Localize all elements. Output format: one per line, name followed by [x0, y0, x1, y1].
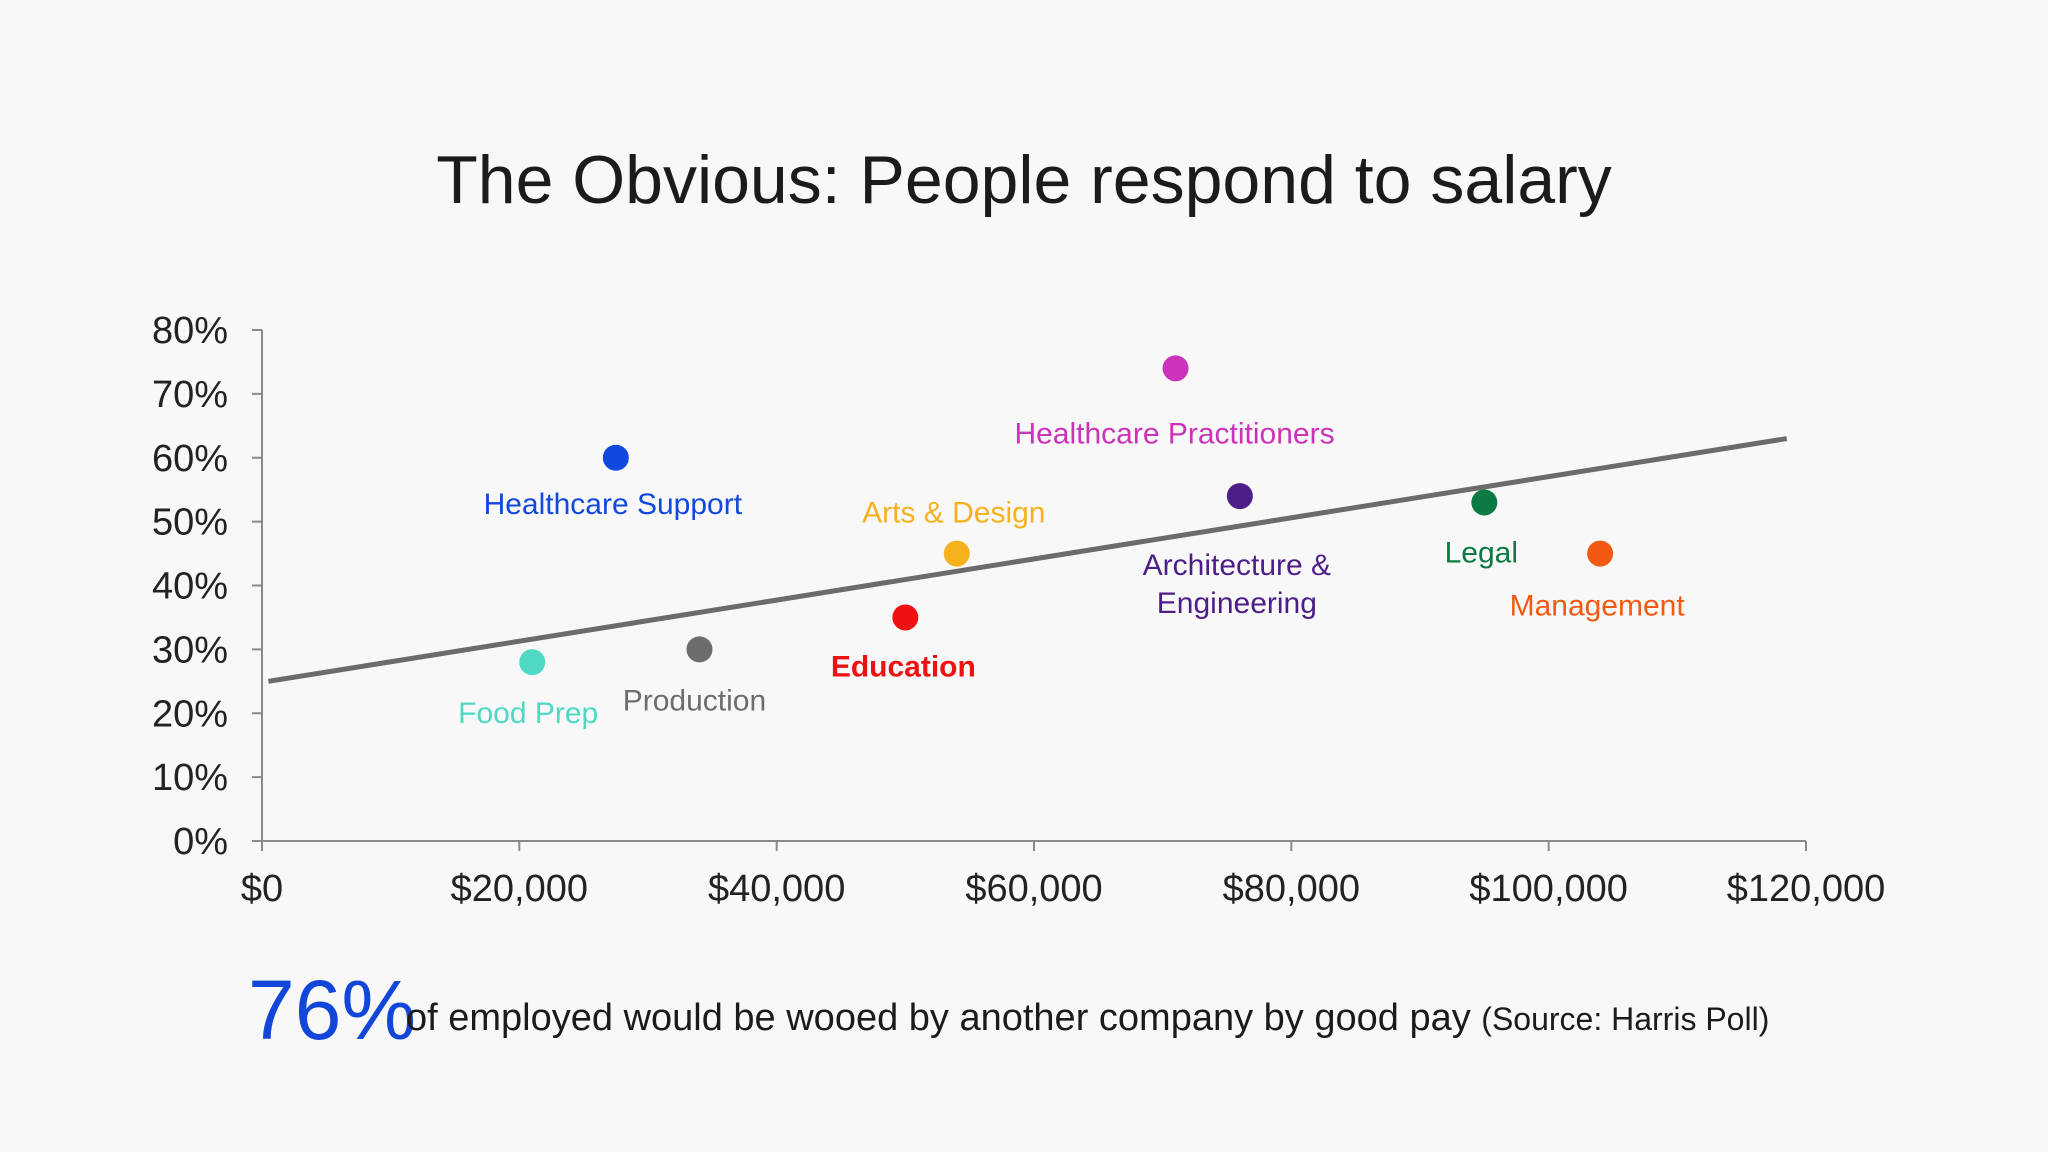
point-label: Legal [1445, 536, 1518, 569]
x-tick-label: $80,000 [1223, 868, 1360, 910]
footer-description: of employed would be wooed by another co… [406, 997, 1471, 1039]
x-tick-label: $100,000 [1469, 868, 1628, 910]
y-tick-label: 20% [152, 693, 228, 735]
data-point [1162, 355, 1189, 382]
data-point [943, 540, 970, 567]
x-tick-label: $60,000 [965, 868, 1102, 910]
axes: 0% 10% 20% 30% 40% 50% 60% 70% 80% $0 $20,000 $40,0… [152, 310, 1885, 910]
point-label: Healthcare Support [484, 488, 743, 521]
point-label: Production [623, 684, 766, 717]
data-points [519, 355, 1614, 676]
data-point [602, 444, 629, 471]
data-point [686, 636, 713, 663]
source-note: (Source: Harris Poll) [1481, 1001, 1770, 1037]
data-point [1471, 489, 1498, 516]
data-point [519, 649, 546, 676]
data-point [1587, 540, 1614, 567]
x-tick-label: $0 [241, 868, 283, 910]
point-label: Engineering [1157, 587, 1317, 620]
point-label: Healthcare Practitioners [1014, 417, 1334, 450]
x-tick-label: $20,000 [451, 868, 588, 910]
trendline [268, 436, 1788, 684]
chart-title: The Obvious: People respond to salary [436, 142, 1612, 218]
y-tick-label: 80% [152, 310, 228, 352]
y-tick-label: 70% [152, 374, 228, 416]
footer-text: of employed would be wooed by another co… [406, 993, 1769, 1044]
point-label: Education [831, 650, 976, 683]
trendline-group [268, 436, 1788, 684]
point-label: Management [1510, 590, 1686, 623]
point-labels: Food Prep Healthcare Support Production Edu… [458, 417, 1685, 730]
x-tick-label: $40,000 [708, 868, 845, 910]
x-tick-label: $120,000 [1727, 868, 1886, 910]
point-label: Arts & Design [862, 497, 1045, 530]
stat-value: 76% [248, 963, 417, 1057]
y-tick-label: 0% [173, 821, 228, 863]
y-tick-label: 50% [152, 502, 228, 544]
data-point [892, 604, 919, 631]
y-tick-label: 60% [152, 438, 228, 480]
data-point [1226, 483, 1253, 510]
point-label: Architecture & [1143, 549, 1331, 582]
y-tick-label: 10% [152, 757, 228, 799]
point-label: Food Prep [458, 697, 598, 730]
y-tick-label: 30% [152, 629, 228, 671]
y-tick-label: 40% [152, 566, 228, 608]
